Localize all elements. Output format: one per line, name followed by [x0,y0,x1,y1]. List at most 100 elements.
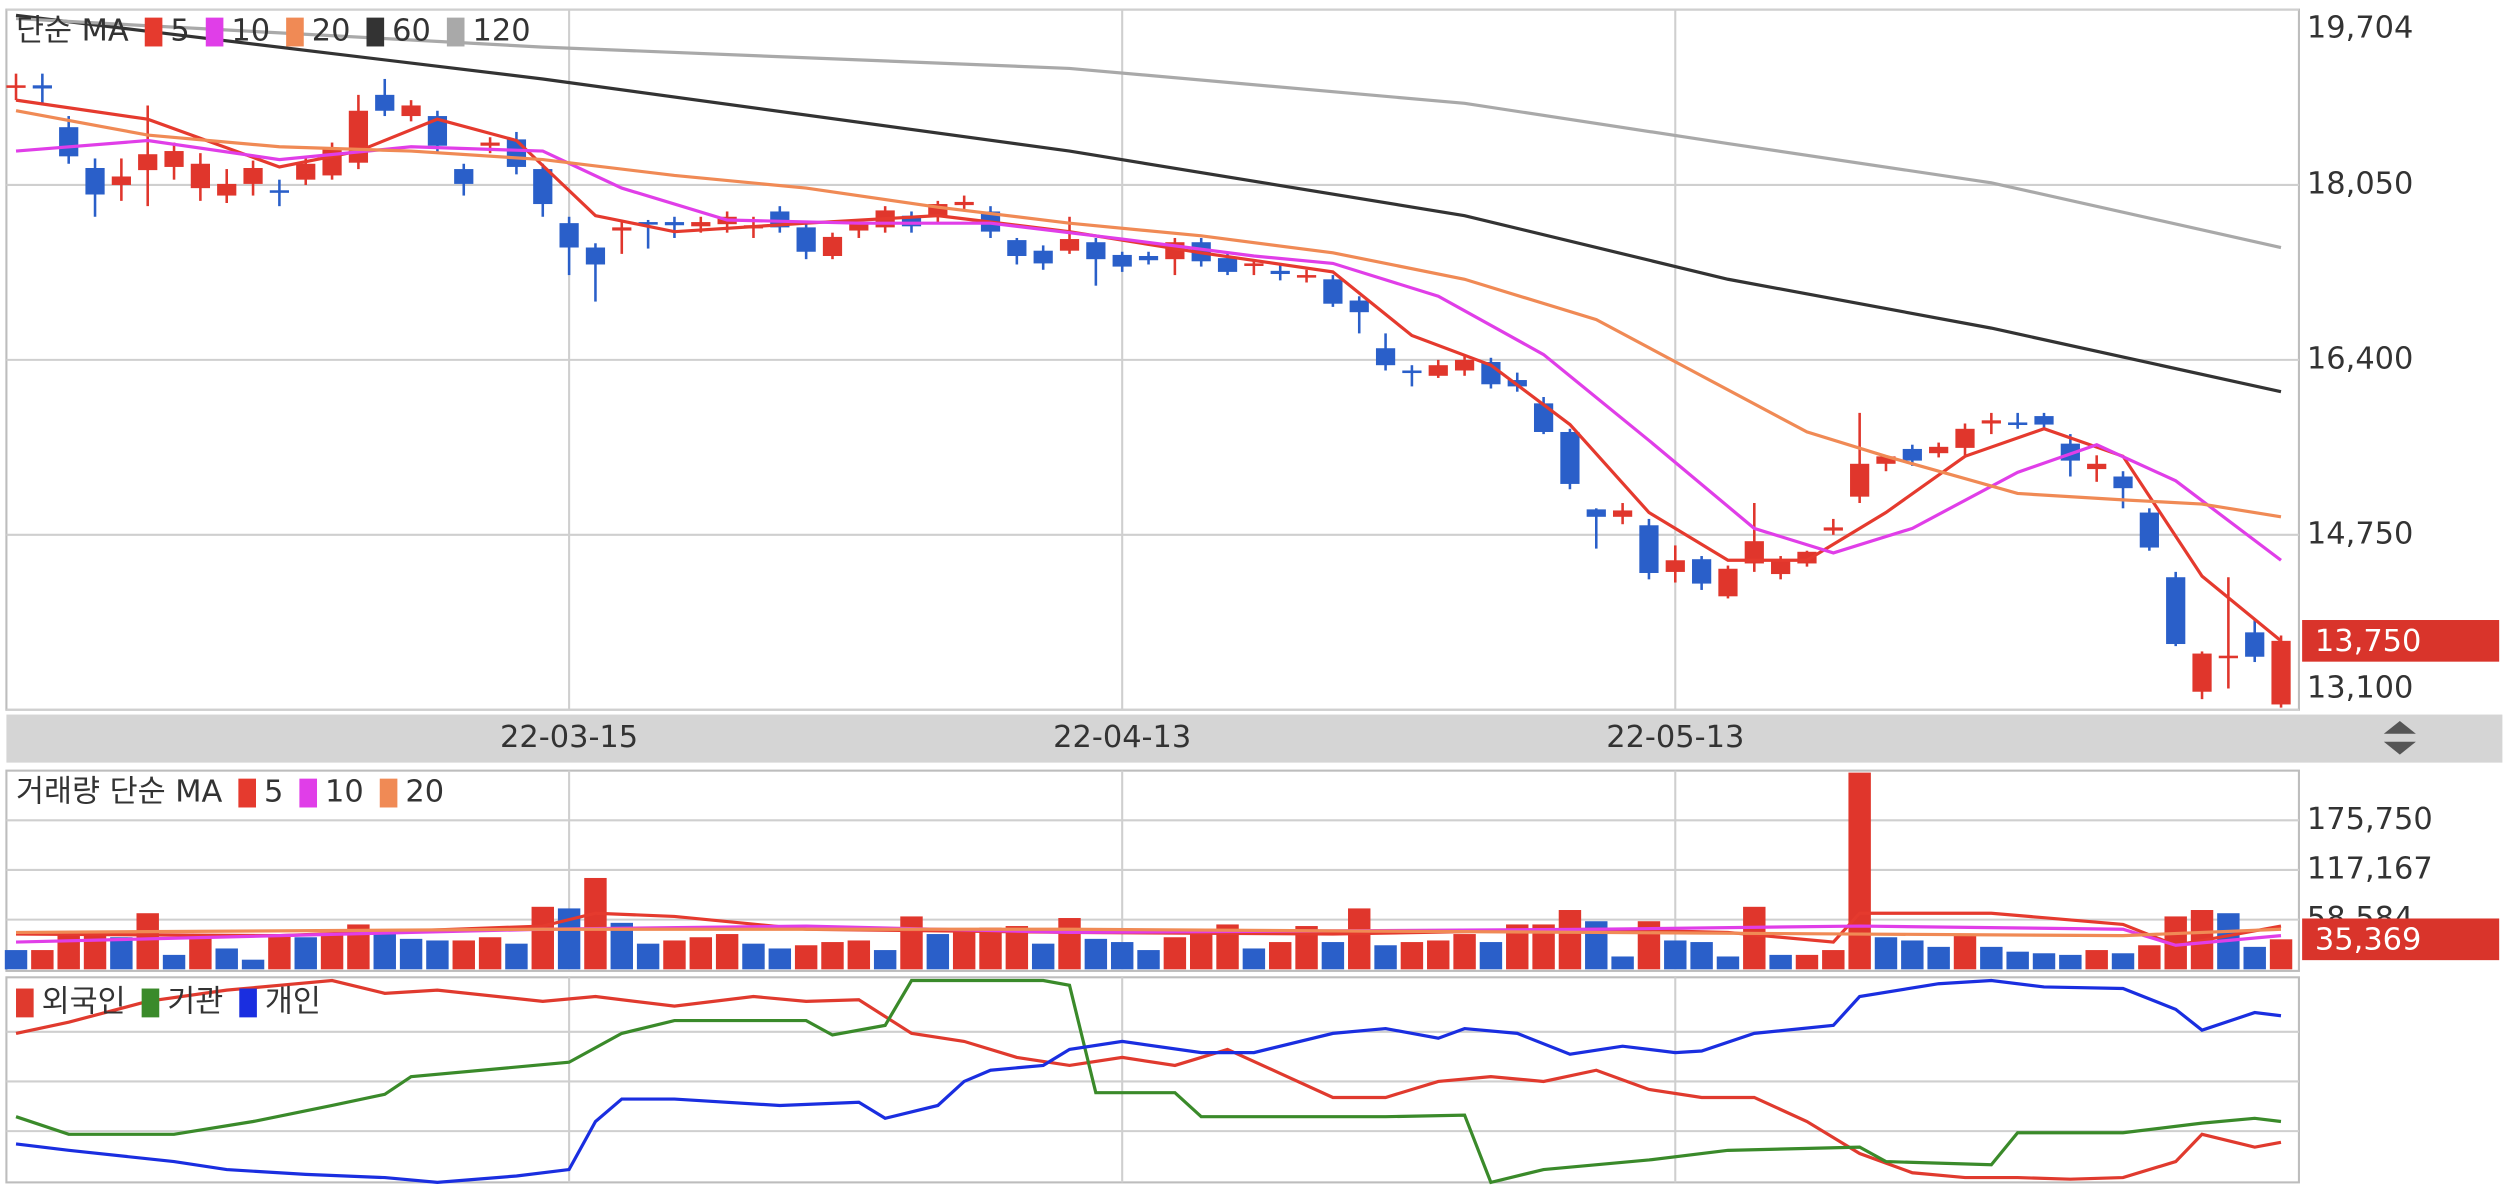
volume-bar [821,942,844,970]
candle-body [1323,279,1343,304]
candle-body [1929,446,1949,454]
legend-label: 10 [231,14,270,49]
x-tick-label: 22-05-13 [1606,720,1744,755]
volume-bar [715,934,739,970]
volume-bar [452,940,475,970]
legend-swatch [299,778,318,808]
legend-swatch [205,17,224,47]
candle-body [1955,428,1975,448]
current-value-label: 13,750 [2315,624,2421,659]
volume-bar [900,916,923,970]
volume-bar [1874,937,1898,970]
volume-bar [320,934,344,970]
volume-bar [1953,934,1977,970]
legend-label: 60 [392,14,431,49]
legend-swatch [238,778,256,808]
arrow-up[interactable] [2383,720,2416,734]
candle-body [6,85,26,88]
candle-body [190,163,210,189]
legend-label: 기관 [167,984,223,1019]
candle-body [1665,560,1685,572]
candle-body [1454,359,1475,371]
volume-bar [2006,951,2029,970]
volume-bar [742,943,765,970]
volume-bar [1400,942,1424,970]
y-tick-label: 19,704 [2307,10,2413,45]
volume-bar [1269,942,1292,970]
candle-body [2218,655,2238,659]
x-tick-label: 22-04-13 [1053,720,1191,755]
volume-bar [83,930,107,970]
candle-body [296,163,316,180]
volume-bar [1795,954,1819,970]
candle-body [849,224,869,231]
volume-bar [1822,950,1845,970]
candle-body [1876,456,1896,464]
volume-bar [610,922,633,970]
volume-bar [505,943,528,970]
candle-body [480,142,500,146]
candle-body [1692,559,1712,584]
investor-frame [5,976,2300,1184]
volume-bar [162,954,186,970]
candle-body [1797,551,1817,564]
volume-bar [2269,939,2293,970]
volume-bar [557,908,581,970]
volume-bar [1321,942,1345,970]
legend-swatch [141,988,160,1018]
candle-body [164,151,184,167]
y-tick-label: 18,050 [2307,166,2413,201]
volume-bar [2032,953,2056,970]
volume-bar [110,937,133,970]
volume-bar [57,934,80,970]
arrow-down[interactable] [2383,741,2416,755]
candle-body [32,85,52,89]
volume-bar [373,930,396,970]
candle-body [375,94,395,111]
candle-body [691,222,711,227]
plot-layer: 22-03-15 22-04-13 22-05-13 19,704 18,050 16,4… [4,8,2500,1185]
volume-bar [1005,926,1029,970]
volume-bar [2138,945,2161,970]
candle-body [1612,510,1633,517]
legend-title: 단순 MA [16,14,129,49]
volume-bar [1558,910,1582,970]
volume-bar [426,940,449,970]
candle-body [2192,653,2212,692]
legend-swatch [379,778,398,808]
candle-body [1244,263,1264,266]
volume-bar [478,937,502,970]
ma-line [15,978,2282,1184]
candle-body [2034,416,2054,425]
volume-bar [4,950,28,970]
volume-bar [294,937,317,970]
resize-handle[interactable] [2383,720,2416,755]
candle-body [59,127,79,157]
volume-bar [1980,946,2003,970]
candle-body [1402,370,1422,374]
candle-body [638,222,658,225]
volume-bar [1242,948,1266,970]
candle-body [1428,365,1448,376]
candle-body [533,169,553,205]
y-tick-label: 175,750 [2307,802,2433,837]
candle-body [1112,254,1132,267]
volume-bar [847,940,871,970]
candle-body [111,176,131,185]
candle-body [1771,561,1791,575]
volume-bar [1137,950,1160,970]
candle-body [1586,509,1606,517]
candle-body [138,154,158,171]
candle-body [2271,640,2291,705]
volume-bar [768,948,792,970]
volume-bar [1664,940,1687,970]
candle-body [2113,476,2133,489]
candle-body [2008,422,2028,426]
candle-body [1033,250,1053,264]
y-tick-label: 117,167 [2307,851,2433,886]
volume-bar [1716,956,1740,970]
volume-bar [1769,954,1792,970]
legend-label: 10 [325,775,364,810]
legend-swatch [446,17,465,47]
